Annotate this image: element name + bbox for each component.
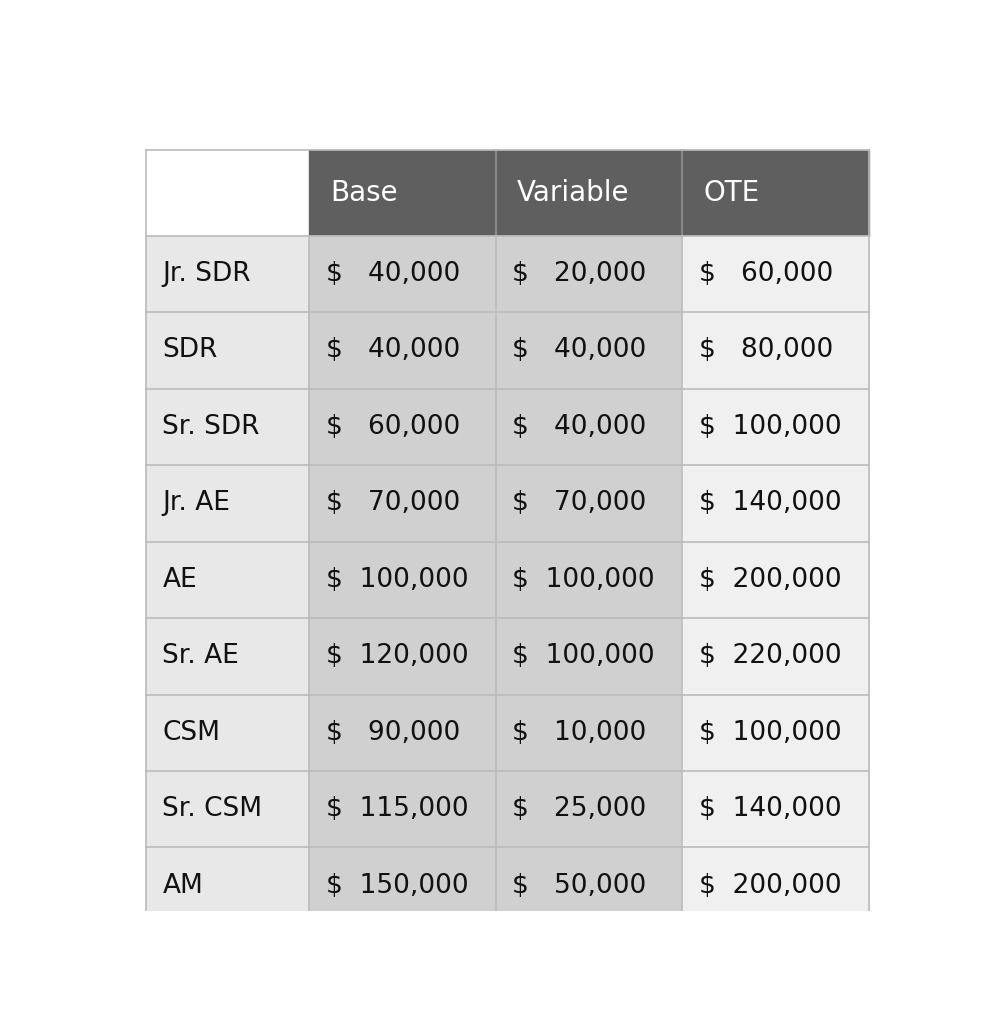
Text: $   70,000: $ 70,000 <box>326 490 461 516</box>
Bar <box>145 542 309 618</box>
Bar <box>682 771 868 848</box>
Bar <box>496 388 682 465</box>
Bar <box>145 848 309 924</box>
Text: $   40,000: $ 40,000 <box>513 337 647 364</box>
Text: $   50,000: $ 50,000 <box>513 872 647 899</box>
Text: SDR: SDR <box>162 337 218 364</box>
Bar <box>309 312 496 388</box>
Bar <box>682 312 868 388</box>
Text: $  200,000: $ 200,000 <box>699 872 842 899</box>
Bar <box>682 236 868 312</box>
Bar <box>145 694 309 771</box>
Bar <box>309 618 496 694</box>
Bar <box>145 771 309 848</box>
Text: $   60,000: $ 60,000 <box>326 414 461 440</box>
Text: $  100,000: $ 100,000 <box>513 643 655 670</box>
Bar <box>145 151 309 236</box>
Bar <box>496 465 682 542</box>
Text: $  115,000: $ 115,000 <box>326 797 468 822</box>
Bar <box>496 848 682 924</box>
Text: $   80,000: $ 80,000 <box>699 337 833 364</box>
Text: Sr. AE: Sr. AE <box>162 643 239 670</box>
Bar <box>496 618 682 694</box>
Text: $   60,000: $ 60,000 <box>699 261 833 287</box>
Text: $   40,000: $ 40,000 <box>326 261 461 287</box>
Text: Variable: Variable <box>517 179 629 207</box>
Bar <box>309 848 496 924</box>
Bar <box>496 771 682 848</box>
Text: Sr. CSM: Sr. CSM <box>162 797 262 822</box>
Bar <box>145 236 309 312</box>
Text: $  100,000: $ 100,000 <box>699 720 842 745</box>
Text: OTE: OTE <box>703 179 760 207</box>
Text: AE: AE <box>162 567 197 593</box>
Text: $   40,000: $ 40,000 <box>513 414 647 440</box>
Text: Base: Base <box>331 179 398 207</box>
Bar <box>682 388 868 465</box>
Bar <box>309 771 496 848</box>
Text: $  200,000: $ 200,000 <box>699 567 842 593</box>
Bar <box>145 388 309 465</box>
Bar <box>309 694 496 771</box>
Bar <box>309 465 496 542</box>
Text: $  220,000: $ 220,000 <box>699 643 842 670</box>
Text: CSM: CSM <box>162 720 220 745</box>
Text: $   70,000: $ 70,000 <box>513 490 647 516</box>
Bar <box>682 848 868 924</box>
Text: $   40,000: $ 40,000 <box>326 337 461 364</box>
Text: $  150,000: $ 150,000 <box>326 872 468 899</box>
Bar <box>682 694 868 771</box>
Text: $   25,000: $ 25,000 <box>513 797 647 822</box>
Text: $   90,000: $ 90,000 <box>326 720 461 745</box>
Text: Sr. SDR: Sr. SDR <box>162 414 260 440</box>
Bar <box>682 618 868 694</box>
Bar <box>682 542 868 618</box>
Text: $  100,000: $ 100,000 <box>326 567 468 593</box>
Bar <box>145 465 309 542</box>
Text: $  100,000: $ 100,000 <box>513 567 655 593</box>
Bar <box>682 151 868 236</box>
Bar <box>496 694 682 771</box>
Text: AM: AM <box>162 872 203 899</box>
Text: Jr. SDR: Jr. SDR <box>162 261 251 287</box>
Text: $  120,000: $ 120,000 <box>326 643 468 670</box>
Bar <box>309 151 496 236</box>
Bar <box>496 542 682 618</box>
Bar <box>309 542 496 618</box>
Bar <box>145 312 309 388</box>
Bar <box>309 236 496 312</box>
Text: $  140,000: $ 140,000 <box>699 797 842 822</box>
Text: $   20,000: $ 20,000 <box>513 261 647 287</box>
Bar <box>496 151 682 236</box>
Bar <box>145 618 309 694</box>
Text: $   10,000: $ 10,000 <box>513 720 647 745</box>
Bar <box>496 236 682 312</box>
Bar <box>496 312 682 388</box>
Bar <box>309 388 496 465</box>
Text: $  140,000: $ 140,000 <box>699 490 842 516</box>
Bar <box>682 465 868 542</box>
Text: $  100,000: $ 100,000 <box>699 414 842 440</box>
Text: Jr. AE: Jr. AE <box>162 490 230 516</box>
